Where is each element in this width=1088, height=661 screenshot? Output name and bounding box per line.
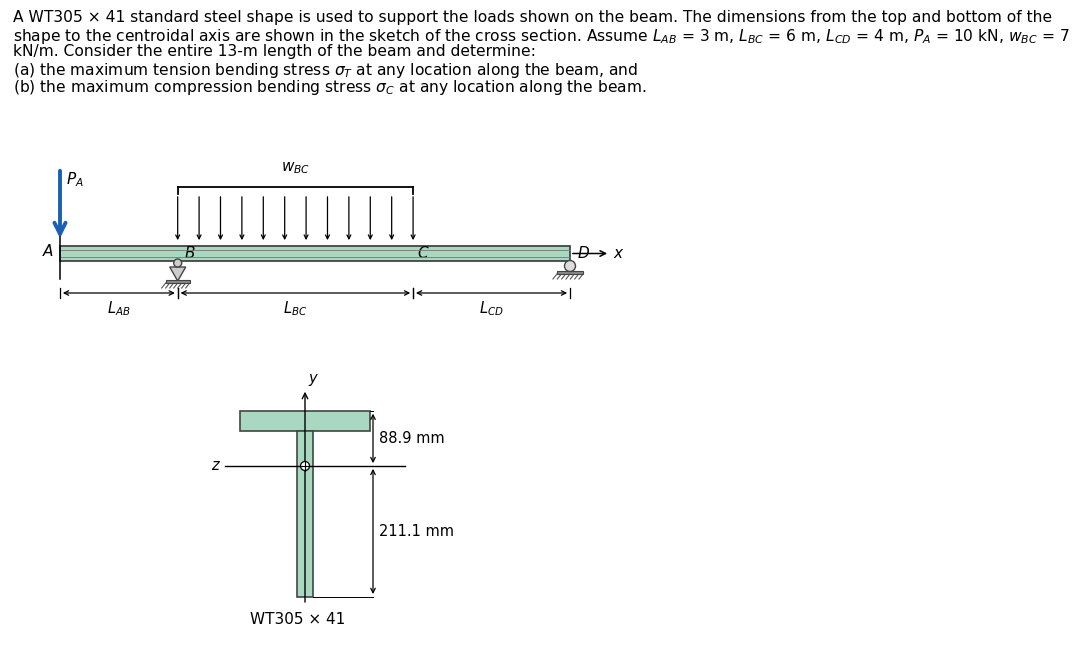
Text: 88.9 mm: 88.9 mm: [379, 431, 445, 446]
Text: z: z: [211, 459, 219, 473]
Bar: [60, 246, 570, 261]
Text: C: C: [417, 246, 428, 261]
Circle shape: [565, 260, 576, 272]
Text: kN/m. Consider the entire 13-m length of the beam and determine:: kN/m. Consider the entire 13-m length of…: [13, 44, 536, 59]
Text: $L_{BC}$: $L_{BC}$: [283, 299, 308, 318]
Text: $L_{CD}$: $L_{CD}$: [479, 299, 504, 318]
Text: (a) the maximum tension bending stress $\sigma_T$ at any location along the beam: (a) the maximum tension bending stress $…: [13, 61, 638, 80]
Text: $P_A$: $P_A$: [66, 170, 84, 188]
Text: WT305 × 41: WT305 × 41: [250, 612, 345, 627]
Bar: [557, 271, 583, 274]
Bar: [240, 411, 370, 431]
Text: shape to the centroidal axis are shown in the sketch of the cross section. Assum: shape to the centroidal axis are shown i…: [13, 27, 1070, 46]
Bar: [165, 280, 189, 283]
Circle shape: [174, 259, 182, 267]
Text: (b) the maximum compression bending stress $\sigma_C$ at any location along the : (b) the maximum compression bending stre…: [13, 78, 646, 97]
Text: y: y: [308, 371, 317, 386]
Text: A: A: [42, 244, 53, 259]
Polygon shape: [170, 267, 186, 281]
Text: B: B: [185, 246, 195, 261]
Text: A WT305 × 41 standard steel shape is used to support the loads shown on the beam: A WT305 × 41 standard steel shape is use…: [13, 10, 1052, 25]
Bar: [297, 431, 313, 597]
Circle shape: [300, 461, 309, 471]
Text: 211.1 mm: 211.1 mm: [379, 524, 454, 539]
Text: x: x: [613, 246, 622, 261]
Text: D: D: [578, 246, 590, 261]
Text: $w_{BC}$: $w_{BC}$: [281, 161, 310, 176]
Text: $L_{AB}$: $L_{AB}$: [107, 299, 131, 318]
